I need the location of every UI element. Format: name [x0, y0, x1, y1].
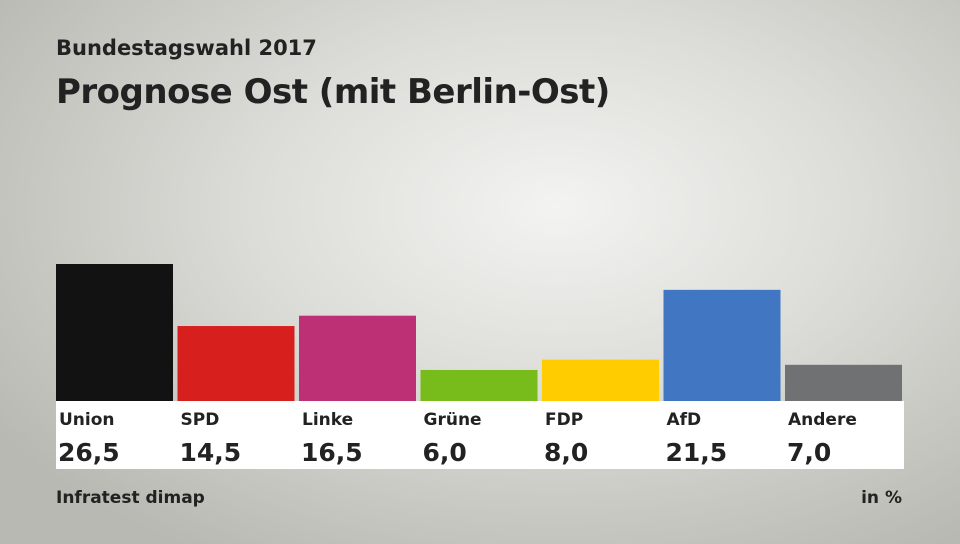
bar-union — [56, 264, 173, 401]
unit-label: in % — [861, 488, 902, 508]
bar-andere — [785, 364, 902, 401]
chart-subtitle: Bundestagswahl 2017 — [56, 36, 317, 60]
value-label-linke: 16,5 — [301, 438, 363, 467]
value-label-andere: 7,0 — [787, 438, 831, 467]
bar-afd — [663, 289, 781, 401]
value-label-spd: 14,5 — [180, 438, 242, 467]
label-panel-names — [56, 401, 904, 431]
value-label-afd: 21,5 — [666, 438, 728, 467]
category-label-afd: AfD — [667, 410, 702, 430]
chart-title: Prognose Ost (mit Berlin-Ost) — [56, 72, 610, 112]
value-label-gr-ne: 6,0 — [423, 438, 467, 467]
source-label: Infratest dimap — [56, 488, 205, 508]
category-label-linke: Linke — [302, 410, 353, 430]
value-label-fdp: 8,0 — [544, 438, 588, 467]
category-label-gr-ne: Grüne — [424, 410, 482, 430]
bar-spd — [177, 326, 295, 401]
label-panel-values — [56, 431, 904, 469]
category-label-union: Union — [59, 410, 115, 430]
bar-linke — [299, 315, 416, 401]
bar-gr-ne — [420, 369, 538, 401]
category-label-spd: SPD — [181, 410, 220, 430]
category-label-andere: Andere — [788, 410, 857, 430]
category-label-fdp: FDP — [545, 410, 583, 430]
bar-fdp — [542, 359, 659, 401]
value-label-union: 26,5 — [58, 438, 120, 467]
